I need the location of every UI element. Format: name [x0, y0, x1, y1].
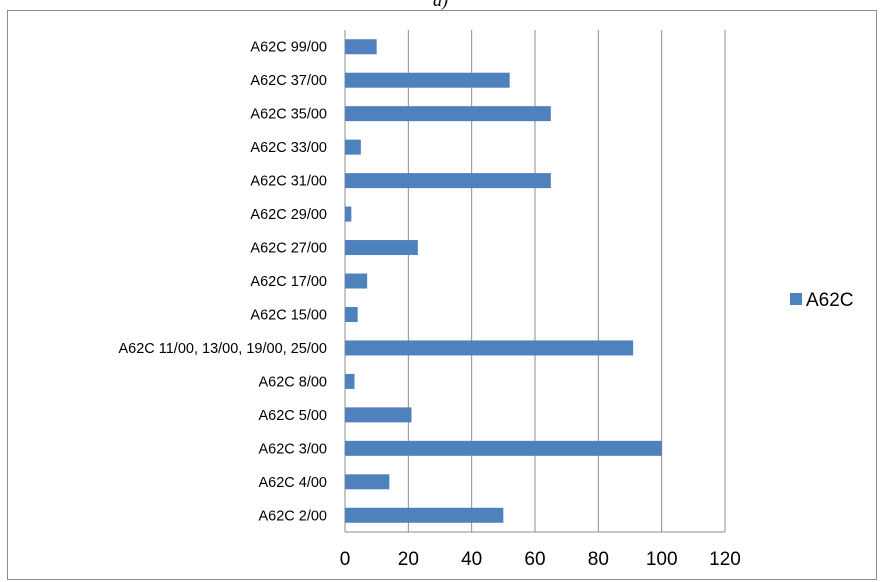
category-label-3: A62C 33/00	[250, 140, 327, 156]
category-label-2: A62C 35/00	[250, 107, 327, 123]
legend-swatch	[790, 293, 802, 305]
bar-10	[345, 373, 355, 389]
bar-14	[345, 507, 504, 523]
x-tick-label-6: 120	[709, 549, 741, 570]
category-label-13: A62C 4/00	[258, 475, 327, 491]
bar-0	[345, 39, 377, 55]
bar-9	[345, 340, 634, 356]
legend-label: A62C	[806, 290, 854, 311]
bar-4	[345, 173, 551, 189]
category-label-8: A62C 15/00	[250, 307, 327, 323]
category-label-1: A62C 37/00	[250, 73, 327, 89]
x-tick-label-0: 0	[340, 549, 351, 570]
chart-caption: a)	[433, 0, 448, 10]
chart-frame	[7, 10, 877, 580]
x-tick-label-3: 60	[524, 549, 545, 570]
category-label-9: A62C 11/00, 13/00, 19/00, 25/00	[118, 341, 327, 357]
category-label-7: A62C 17/00	[250, 274, 327, 290]
category-label-4: A62C 31/00	[250, 174, 327, 190]
bar-6	[345, 240, 418, 256]
x-tick-label-2: 40	[461, 549, 482, 570]
bar-1	[345, 72, 510, 88]
category-label-10: A62C 8/00	[258, 374, 327, 390]
x-tick-label-5: 100	[646, 549, 678, 570]
bar-12	[345, 440, 662, 456]
bar-3	[345, 139, 361, 155]
category-label-14: A62C 2/00	[258, 508, 327, 524]
bar-11	[345, 407, 412, 423]
bar-8	[345, 306, 358, 322]
bar-5	[345, 206, 352, 222]
x-tick-label-4: 80	[588, 549, 609, 570]
category-label-5: A62C 29/00	[250, 207, 327, 223]
bar-7	[345, 273, 368, 289]
x-tick-label-1: 20	[398, 549, 419, 570]
category-label-6: A62C 27/00	[250, 241, 327, 257]
category-label-0: A62C 99/00	[250, 40, 327, 56]
category-label-12: A62C 3/00	[258, 441, 327, 457]
bar-2	[345, 106, 551, 122]
category-label-11: A62C 5/00	[258, 408, 327, 424]
bar-13	[345, 474, 390, 490]
